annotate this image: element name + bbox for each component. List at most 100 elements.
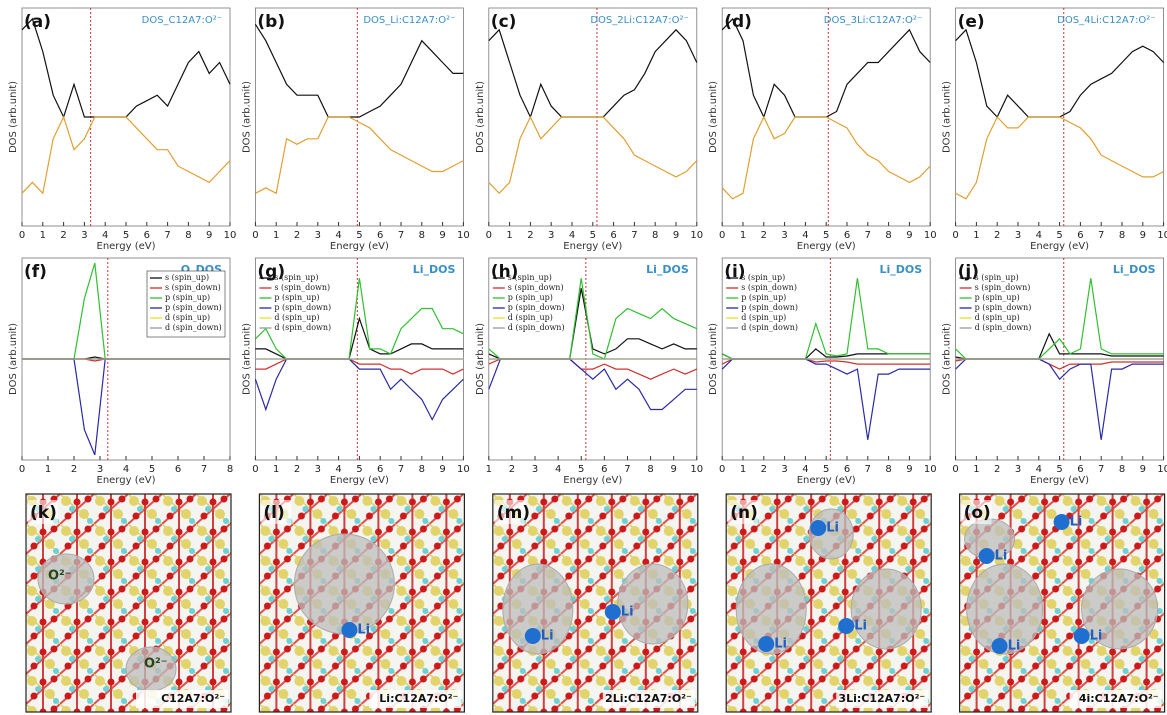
- charge-density: [850, 568, 922, 650]
- x-axis-label: Energy (eV): [1030, 475, 1089, 486]
- x-axis-label: Energy (eV): [1030, 241, 1089, 252]
- x-tick-label: 7: [164, 230, 170, 241]
- chart-title: DOS_Li:C12A7:O²⁻: [363, 15, 455, 26]
- x-tick-label: 6: [377, 464, 383, 475]
- caption: 4i:C12A7:O²⁻: [1079, 692, 1159, 705]
- x-tick-label: 1: [973, 464, 979, 475]
- panel-label-bg: [494, 500, 525, 524]
- x-tick-label: 3: [81, 230, 87, 241]
- dos-line: [21, 17, 231, 119]
- dos-line: [488, 358, 697, 411]
- atom-label: Li: [854, 619, 867, 634]
- panel-label-bg: [28, 500, 58, 524]
- panel-label: (h): [491, 262, 519, 282]
- atom-label: O²⁻: [144, 657, 168, 672]
- charge-density: [966, 563, 1044, 655]
- x-tick-label: 0: [952, 230, 958, 241]
- x-tick-label: 9: [671, 464, 677, 475]
- x-tick-label: 1: [40, 230, 46, 241]
- x-tick-label: 9: [206, 230, 212, 241]
- x-tick-label: 3: [1015, 464, 1021, 475]
- x-tick-label: 2: [994, 464, 1000, 475]
- x-tick-label: 4: [335, 230, 341, 241]
- x-tick-label: 4: [1036, 230, 1042, 241]
- y-axis-label: DOS (arb.unit): [942, 323, 953, 395]
- x-tick-label: 3: [781, 464, 787, 475]
- panel-label: (d): [724, 12, 752, 32]
- x-tick-label: 10: [924, 230, 937, 241]
- li-atom: [524, 628, 541, 644]
- x-tick-label: 3: [315, 464, 321, 475]
- y-axis-label: DOS (arb.unit): [8, 323, 19, 395]
- atom-label: O²⁻: [48, 569, 72, 584]
- x-tick-label: 5: [823, 464, 829, 475]
- dos-line: [254, 358, 464, 421]
- charge-density: [502, 563, 574, 655]
- x-tick-label: 2: [527, 230, 533, 241]
- x-tick-label: 5: [1056, 464, 1062, 475]
- x-tick-label: 5: [356, 230, 362, 241]
- atom-label: Li: [826, 521, 839, 536]
- x-tick-label: 10: [690, 464, 703, 475]
- x-tick-label: 0: [719, 230, 725, 241]
- x-tick-label: 1: [273, 464, 279, 475]
- panel-label-bg: [261, 500, 292, 524]
- legend-label: p (spin_up): [165, 293, 210, 302]
- li-atom: [978, 548, 995, 564]
- x-tick-label: 6: [144, 230, 150, 241]
- legend-label: s (spin_up): [975, 273, 1019, 282]
- x-tick-label: 8: [227, 464, 233, 475]
- legend-label: d (spin_up): [274, 313, 319, 322]
- li-atom: [1073, 628, 1090, 644]
- x-tick-label: 6: [601, 464, 607, 475]
- x-tick-label: 8: [1119, 230, 1125, 241]
- x-tick-label: 8: [885, 230, 891, 241]
- legend-label: s (spin_down): [975, 283, 1031, 292]
- x-tick-label: 7: [865, 230, 871, 241]
- x-tick-label: 1: [273, 230, 279, 241]
- x-axis-label: Energy (eV): [97, 475, 156, 486]
- dos-line: [955, 358, 1164, 440]
- chart-title: DOS_3Li:C12A7:O²⁻: [824, 15, 922, 26]
- legend-label: d (spin_up): [165, 313, 210, 322]
- li-atom: [604, 604, 621, 620]
- legend-label: p (spin_up): [508, 293, 553, 302]
- dos-line: [488, 28, 698, 119]
- legend-label: s (spin_up): [274, 273, 318, 282]
- panel-label: (b): [257, 12, 285, 32]
- y-axis-label: DOS (arb.unit): [241, 323, 252, 395]
- chart-title: Li_DOS: [646, 263, 689, 276]
- x-tick-label: 6: [844, 464, 850, 475]
- caption: 3Li:C12A7:O²⁻: [838, 692, 925, 705]
- legend-label: s (spin_down): [165, 283, 221, 292]
- legend-label: p (spin_down): [741, 303, 798, 312]
- x-tick-label: 3: [1015, 230, 1021, 241]
- x-tick-label: 2: [294, 230, 300, 241]
- structure-image: Li Li Li Li (o) 4i:C12A7:O²⁻: [958, 493, 1166, 713]
- legend-label: s (spin_down): [508, 283, 564, 292]
- caption: C12A7:O²⁻: [161, 692, 225, 705]
- x-tick-label: 8: [885, 464, 891, 475]
- x-tick-label: 5: [123, 230, 129, 241]
- panel-label: (c): [491, 12, 517, 32]
- x-tick-label: 4: [802, 230, 808, 241]
- x-tick-label: 0: [19, 230, 25, 241]
- atom-label: Li: [774, 637, 787, 652]
- charge-density: [1081, 568, 1159, 650]
- structure-image: Li (l) Li:C12A7:O²⁻: [258, 493, 465, 713]
- legend-label: s (spin_up): [165, 273, 209, 282]
- y-axis-label: DOS (arb.unit): [8, 81, 19, 153]
- x-tick-label: 4: [102, 230, 108, 241]
- legend-label: p (spin_up): [741, 293, 786, 302]
- x-tick-label: 5: [356, 464, 362, 475]
- li-atom: [810, 520, 827, 536]
- legend-label: d (spin_down): [274, 323, 331, 332]
- x-tick-label: 9: [1140, 464, 1146, 475]
- dos-line: [955, 332, 1164, 360]
- legend-label: d (spin_up): [508, 313, 553, 322]
- panel-label: (a): [24, 12, 51, 32]
- x-tick-label: 2: [294, 464, 300, 475]
- x-tick-label: 0: [486, 230, 492, 241]
- panel-label: (n): [730, 503, 758, 523]
- x-tick-label: 10: [1157, 464, 1167, 475]
